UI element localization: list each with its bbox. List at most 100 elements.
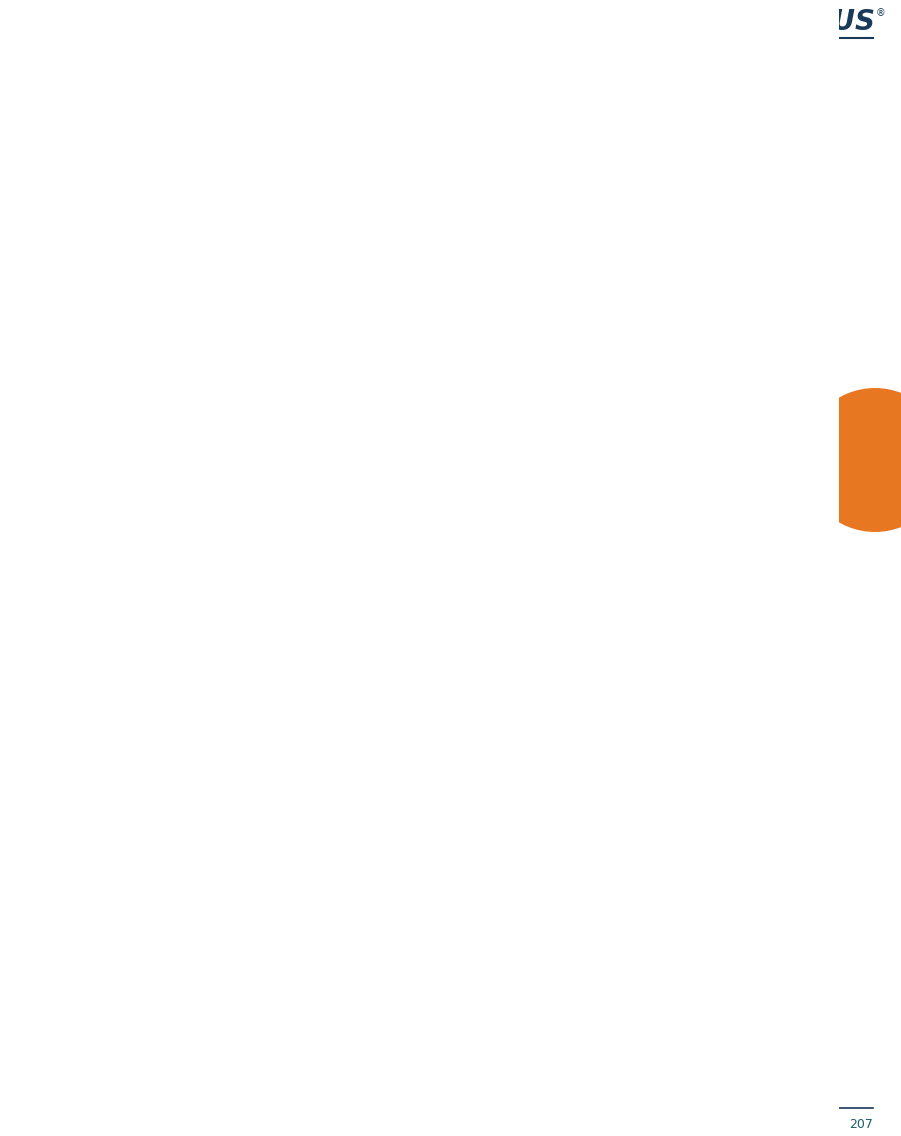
Text: ▶: ▶ [34, 448, 39, 453]
Text: “Understanding Security” on page 208: “Understanding Security” on page 208 [62, 707, 390, 724]
Text: “Security Planning” on page 70: “Security Planning” on page 70 [62, 677, 328, 694]
Bar [28, 279, 758, 289]
Text: Figure 122. Security: Figure 122. Security [381, 621, 520, 634]
Text: Stations: Stations [42, 357, 76, 366]
Text: external: external [178, 478, 213, 487]
Bar [28, 289, 176, 302]
Text: 1: 1 [370, 367, 376, 376]
Text: Configuration: Configuration [34, 396, 104, 406]
Text: Name: SS Array  ( 10.100.47.186 )        Location:  Main Corridor South      Upt: Name: SS Array ( 10.100.47.186 ) Locatio… [180, 289, 600, 298]
Text: Administration: Administration [178, 304, 254, 314]
Text: “Certificates and Connecting Securely to the WMI” on page 211: “Certificates and Connecting Securely to… [62, 793, 604, 810]
Text: Yes: Yes [323, 441, 336, 450]
Text: Global Security: Global Security [178, 416, 256, 425]
Text: Services: Services [42, 435, 77, 444]
Text: XS-3900 Wi-Fi Array: XS-3900 Wi-Fi Array [36, 256, 140, 266]
Text: Frequently Asked Questions” on page 400: Frequently Asked Questions” on page 400 [241, 737, 596, 754]
Text: No: No [178, 367, 189, 376]
Text: 207: 207 [849, 1118, 873, 1131]
Ellipse shape [47, 710, 56, 718]
Text: This status- only window allows you to review the Array’s security parameters. I: This status- only window allows you to r… [28, 84, 632, 98]
Text: Security: Security [28, 56, 144, 80]
Text: N/A: N/A [563, 367, 578, 376]
Text: 0: 0 [563, 329, 569, 339]
Bar [28, 239, 758, 593]
Bar [28, 551, 176, 563]
Text: ▶: ▶ [34, 318, 39, 323]
Bar [176, 289, 758, 593]
Text: 0: 0 [612, 478, 617, 487]
Text: ▶: ▶ [34, 370, 39, 375]
Bar [176, 452, 758, 465]
Text: System Log: System Log [42, 383, 91, 392]
Text: 1812: 1812 [467, 478, 488, 487]
Text: Array: Array [42, 318, 65, 327]
Bar [28, 239, 758, 254]
Text: 1: 1 [370, 329, 376, 339]
Text: Express Setup: Express Setup [42, 409, 102, 418]
Bar [28, 289, 176, 593]
Text: Wi-Fi Array: Wi-Fi Array [28, 22, 114, 36]
Text: .: . [546, 737, 551, 754]
Text: (ACL)  values,  management  settings,  encryption  and  authentication  protocol: (ACL) values, management settings, encry… [28, 126, 626, 141]
Bar [28, 563, 176, 577]
Bar [28, 538, 176, 551]
Bar [176, 341, 758, 354]
Text: settings, and RADIUS configuration settings. There are no configuration options: settings, and RADIUS configuration setti… [28, 147, 628, 161]
Bar [28, 254, 758, 279]
Ellipse shape [47, 795, 56, 804]
Text: For additional information about wireless network security, refer to:: For additional information about wireles… [28, 651, 604, 668]
Bar [176, 378, 758, 391]
Text: Admin Management: Admin Management [44, 474, 122, 483]
Text: Yes: Yes [612, 441, 625, 450]
Text: ®: ® [876, 8, 886, 18]
Text: For information about secure use of the WMI, refer to:: For information about secure use of the … [28, 767, 489, 784]
Text: ▶: ▶ [34, 357, 39, 362]
Bar [28, 395, 176, 408]
Text: Yes: Yes [467, 404, 480, 414]
Text: Access Control List: Access Control List [178, 342, 275, 351]
Text: Security: Security [40, 461, 75, 470]
Text: Yes: Yes [178, 404, 192, 414]
Bar [176, 289, 758, 302]
Bar [28, 460, 176, 473]
Text: “Admin Management” on page 213: “Admin Management” on page 213 [62, 849, 357, 866]
Text: ▶: ▶ [34, 435, 39, 440]
Text: External Radius: External Radius [44, 538, 105, 548]
Text: includes  the  assigned  network  administration  accounts,  Access  Control  Li: includes the assigned network administra… [28, 105, 631, 119]
Text: XIRRUS: XIRRUS [692, 256, 750, 270]
Text: may want to print this window for your records.: may want to print this window for your r… [28, 189, 385, 203]
Text: available  in  this  window,  but  if  you  are  experiencing  issues  with  sec: available in this window, but if you are… [28, 168, 658, 182]
Text: Internal Radius: Internal Radius [44, 552, 102, 561]
Text: Status: Status [34, 304, 68, 314]
Bar [28, 499, 176, 512]
Text: section of “: section of “ [148, 737, 249, 754]
Text: Management Control: Management Control [44, 500, 124, 509]
Text: Yes: Yes [612, 404, 625, 414]
Text: Access Control List: Access Control List [44, 513, 116, 523]
Text: 40.40.40.40: 40.40.40.40 [323, 478, 372, 487]
Text: Global Settings: Global Settings [44, 526, 103, 535]
Text: VLANs: VLANs [42, 448, 69, 457]
Text: ▶: ▶ [34, 344, 39, 349]
Ellipse shape [47, 679, 56, 688]
Bar [28, 525, 176, 538]
Text: Management Control: Management Control [178, 379, 285, 389]
Text: Network: Network [42, 421, 77, 431]
Text: Statistics: Statistics [42, 370, 80, 379]
Text: Admin RADIUS: Admin RADIUS [44, 487, 100, 496]
Text: Yes: Yes [323, 404, 336, 414]
Text: Security: Security [90, 737, 160, 754]
Text: ▶: ▶ [34, 421, 39, 427]
Text: Yes: Yes [178, 441, 192, 450]
Text: Network: Network [42, 331, 77, 340]
Text: 1: 1 [178, 329, 183, 339]
Bar [176, 415, 758, 428]
Bar [28, 486, 176, 499]
Bar [28, 473, 176, 486]
Text: Radius: Radius [178, 453, 213, 462]
Bar [28, 304, 176, 317]
Text: XIRRUS: XIRRUS [758, 8, 875, 36]
Text: Rogue Control List: Rogue Control List [44, 565, 114, 574]
Ellipse shape [47, 740, 56, 749]
